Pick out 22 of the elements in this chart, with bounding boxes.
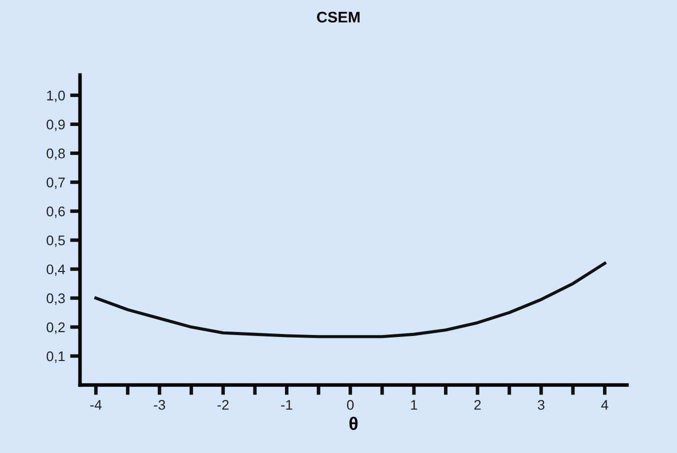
- y-tick-label: 0,1: [46, 351, 65, 363]
- x-tick-label: -2: [218, 400, 229, 410]
- x-tick-label: 2: [474, 400, 481, 410]
- x-tick-label: -3: [154, 400, 166, 410]
- x-tick-label: 1: [411, 400, 418, 410]
- x-tick-label: 4: [601, 400, 608, 410]
- chart-title: CSEM: [317, 12, 360, 23]
- y-tick-label: 0,6: [46, 206, 65, 218]
- y-tick-label: 0,4: [46, 264, 66, 276]
- y-tick-label: 0,7: [46, 178, 65, 190]
- y-tick-label: 0,5: [46, 235, 65, 247]
- y-tick-label: 0,3: [46, 293, 65, 305]
- x-tick-label: 0: [347, 400, 354, 410]
- y-tick-label: 0,9: [46, 120, 65, 132]
- x-tick-label: -4: [90, 400, 102, 410]
- y-tick-label: 1,0: [47, 90, 65, 102]
- y-tick-label: 0,8: [46, 148, 65, 160]
- x-tick-label: -1: [281, 400, 292, 410]
- y-tick-label: 0,2: [46, 322, 65, 334]
- x-tick-label: 3: [538, 400, 544, 410]
- x-axis-title: θ: [349, 416, 358, 430]
- line-series: [94, 262, 606, 338]
